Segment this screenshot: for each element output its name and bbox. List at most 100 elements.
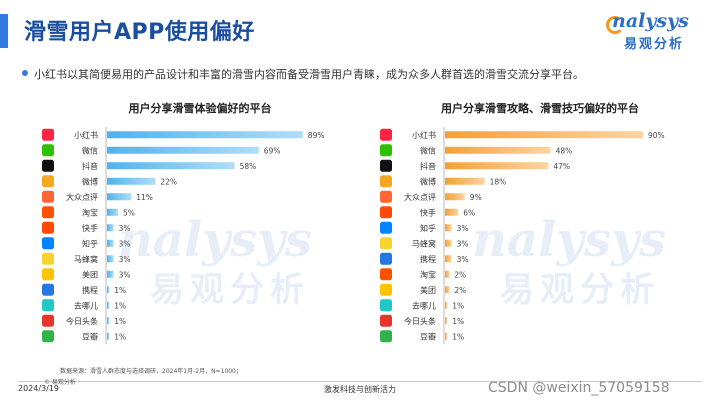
page-title: 滑雪用户APP使用偏好	[24, 20, 255, 45]
value-label: 1%	[114, 301, 126, 310]
app-icon	[42, 330, 54, 343]
app-icon	[380, 159, 392, 172]
value-label: 2%	[454, 270, 466, 279]
app-icon	[42, 144, 54, 157]
category-label: 快手	[82, 223, 98, 233]
app-icon	[42, 190, 54, 203]
value-label: 22%	[160, 177, 177, 186]
chart-title-right: 用户分享滑雪攻略、滑雪技巧偏好的平台	[441, 102, 639, 115]
category-label: 豆瓣	[420, 331, 436, 341]
app-icon	[380, 299, 392, 312]
bar	[445, 255, 452, 263]
value-label: 47%	[553, 162, 570, 171]
app-icon	[380, 252, 392, 265]
copyright-text: © 易观分析	[44, 379, 76, 386]
app-icon	[380, 237, 392, 250]
bar	[107, 224, 114, 232]
category-label: 豆瓣	[82, 331, 98, 341]
analysys-logo: nalysys 易观分析	[606, 10, 698, 54]
app-icon	[42, 128, 54, 141]
value-label: 11%	[136, 193, 153, 202]
logo-text-en: nalysys	[612, 10, 689, 32]
value-label: 1%	[452, 301, 464, 310]
logo-text-cn: 易观分析	[624, 37, 685, 52]
app-icon	[380, 221, 392, 234]
bar	[107, 255, 114, 263]
category-label: 知乎	[82, 238, 98, 248]
category-label: 今日头条	[404, 316, 436, 326]
value-label: 3%	[119, 255, 131, 264]
bar	[107, 146, 259, 154]
category-label: 抖音	[420, 161, 436, 171]
category-label: 美团	[420, 285, 436, 295]
value-label: 1%	[114, 332, 126, 341]
csdn-watermark: CSDN @weixin_57059158	[488, 380, 670, 396]
bullet-dot-icon	[22, 70, 28, 76]
app-icon	[380, 175, 392, 188]
category-label: 携程	[82, 285, 98, 295]
bar	[107, 239, 114, 247]
bar	[445, 177, 485, 185]
summary-text: 小红书以其简便易用的产品设计和丰富的滑雪内容而备受滑雪用户青睐，成为众多人群首选…	[34, 68, 584, 81]
bar	[107, 270, 114, 278]
app-icon	[42, 299, 54, 312]
value-label: 48%	[556, 146, 573, 155]
watermark-logo-en-right: nalysys	[472, 212, 667, 268]
bar-chart-tips: 小红书 90% 微信 48% 抖音 47% 微博 18% 大众点评 9% 快手 6% 知乎 3% 马蜂窝 3%…	[380, 127, 665, 344]
value-label: 1%	[114, 286, 126, 295]
bar	[445, 317, 448, 325]
value-label: 3%	[119, 270, 131, 279]
app-icon	[42, 283, 54, 296]
bar	[445, 193, 465, 201]
value-label: 90%	[648, 131, 665, 140]
category-label: 马蜂窝	[412, 238, 436, 248]
app-icon	[42, 221, 54, 234]
value-label: 9%	[470, 193, 482, 202]
bar	[445, 162, 549, 170]
category-label: 今日头条	[66, 316, 98, 326]
bar	[445, 332, 448, 340]
value-label: 18%	[490, 177, 507, 186]
category-label: 知乎	[420, 223, 436, 233]
bar	[107, 208, 118, 216]
footer-divider	[18, 381, 702, 382]
app-icon	[42, 175, 54, 188]
value-label: 2%	[454, 286, 466, 295]
app-icon	[380, 190, 392, 203]
value-label: 58%	[240, 162, 257, 171]
value-label: 3%	[457, 224, 469, 233]
value-label: 1%	[452, 332, 464, 341]
value-label: 3%	[457, 255, 469, 264]
category-label: 淘宝	[420, 269, 436, 279]
bar	[107, 301, 110, 309]
footer-slogan: 激发科技与创新活力	[324, 385, 396, 394]
category-label: 大众点评	[404, 192, 436, 202]
category-label: 马蜂窝	[74, 254, 98, 264]
app-icon	[42, 268, 54, 281]
bar	[445, 208, 459, 216]
category-label: 微博	[420, 176, 436, 186]
app-icon	[380, 128, 392, 141]
category-label: 微信	[420, 145, 436, 155]
chart-title-left: 用户分享滑雪体验偏好的平台	[128, 102, 272, 115]
category-label: 大众点评	[66, 192, 98, 202]
category-label: 微博	[82, 176, 98, 186]
category-label: 小红书	[412, 130, 436, 140]
bar	[107, 177, 156, 185]
bar	[107, 193, 132, 201]
app-icon	[380, 283, 392, 296]
value-label: 3%	[119, 239, 131, 248]
bar	[107, 332, 110, 340]
app-icon	[42, 237, 54, 250]
app-icon	[380, 314, 392, 327]
value-label: 69%	[264, 146, 281, 155]
value-label: 5%	[123, 208, 135, 217]
watermark-logo-en-left: nalysys	[118, 212, 313, 268]
category-label: 携程	[420, 254, 436, 264]
bar	[445, 286, 450, 294]
watermark-logo-cn-right: 易观分析	[500, 270, 660, 310]
category-label: 小红书	[74, 130, 98, 140]
app-icon	[42, 252, 54, 265]
watermark-logo-cn-left: 易观分析	[150, 270, 310, 310]
app-icon	[380, 206, 392, 219]
